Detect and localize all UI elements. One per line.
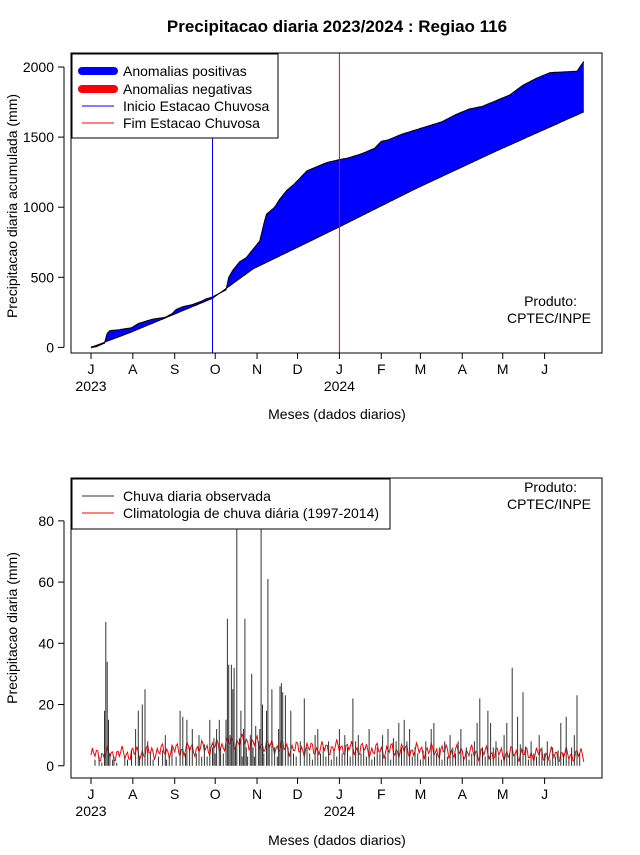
legend: Chuva diaria observada Climatologia de c…	[71, 478, 391, 530]
x-tick-label: J	[88, 786, 95, 802]
credit-line-2: CPTEC/INPE	[507, 310, 591, 326]
x-tick-label: M	[415, 786, 427, 802]
year-label: 2024	[324, 803, 355, 819]
credit-line-1: Produto:	[524, 293, 577, 309]
x-tick-label: S	[170, 786, 179, 802]
x-tick-label: M	[497, 361, 509, 377]
x-tick-label: A	[128, 361, 138, 377]
y-tick-label: 80	[38, 513, 54, 529]
year-label: 2023	[75, 803, 106, 819]
x-tick-label: N	[252, 786, 262, 802]
legend-label-negative: Anomalias negativas	[123, 81, 252, 97]
x-axis-label: Meses (dados diarios)	[268, 406, 406, 422]
x-tick-label: N	[252, 361, 262, 377]
year-label: 2024	[324, 378, 355, 394]
y-tick-label: 60	[38, 574, 54, 590]
x-tick-label: J	[88, 361, 95, 377]
climatology-line	[90, 733, 585, 762]
legend-box	[71, 478, 391, 530]
legend-label-season-start: Inicio Estacao Chuvosa	[123, 98, 270, 114]
climatology-cumulative-line	[90, 111, 584, 348]
x-tick-label: D	[292, 786, 302, 802]
y-tick-label: 40	[38, 635, 54, 651]
legend-label-climatology: Climatologia de chuva diária (1997-2014)	[123, 505, 379, 521]
observed-cumulative-line	[90, 61, 585, 348]
legend-label-positive: Anomalias positivas	[123, 63, 247, 79]
legend-label-season-end: Fim Estacao Chuvosa	[123, 115, 260, 131]
positive-anomaly-area	[91, 61, 584, 348]
y-tick-label: 500	[31, 269, 55, 285]
y-tick-label: 0	[46, 758, 54, 774]
legend-label-observed: Chuva diaria observada	[123, 488, 271, 504]
x-tick-label: A	[458, 786, 468, 802]
x-tick-label: J	[541, 786, 548, 802]
x-tick-label: F	[377, 361, 386, 377]
y-axis: 0 500 1000 1500 2000	[23, 59, 65, 355]
x-tick-label: J	[336, 361, 343, 377]
y-axis-label: Precipitacao diaria acumulada (mm)	[4, 94, 20, 318]
climatology-daily-line	[90, 733, 585, 762]
credit-line-2: CPTEC/INPE	[507, 496, 591, 512]
x-tick-label: S	[170, 361, 179, 377]
x-axis-label: Meses (dados diarios)	[268, 832, 406, 848]
x-tick-label: M	[415, 361, 427, 377]
y-tick-label: 1500	[23, 129, 54, 145]
cumulative-lines	[90, 61, 585, 348]
x-tick-label: J	[336, 786, 343, 802]
x-tick-label: J	[541, 361, 548, 377]
y-tick-label: 0	[46, 339, 54, 355]
y-axis: 0 20 40 60 80	[38, 513, 65, 774]
y-tick-label: 1000	[23, 199, 54, 215]
x-tick-label: F	[377, 786, 386, 802]
credit-line-1: Produto:	[524, 479, 577, 495]
chart-title: Precipitacao diaria 2023/2024 : Regiao 1…	[167, 17, 507, 36]
daily-rain-bars	[94, 490, 581, 766]
x-tick-label: D	[292, 361, 302, 377]
y-axis-label: Precipitacao diaria (mm)	[4, 552, 20, 704]
x-tick-label: M	[497, 786, 509, 802]
legend: Anomalias positivas Anomalias negativas …	[71, 53, 279, 139]
y-tick-label: 2000	[23, 59, 54, 75]
year-label: 2023	[75, 378, 106, 394]
x-tick-label: A	[458, 361, 468, 377]
y-tick-label: 20	[38, 697, 54, 713]
x-tick-label: O	[210, 786, 221, 802]
x-tick-label: A	[128, 786, 138, 802]
x-tick-label: O	[210, 361, 221, 377]
